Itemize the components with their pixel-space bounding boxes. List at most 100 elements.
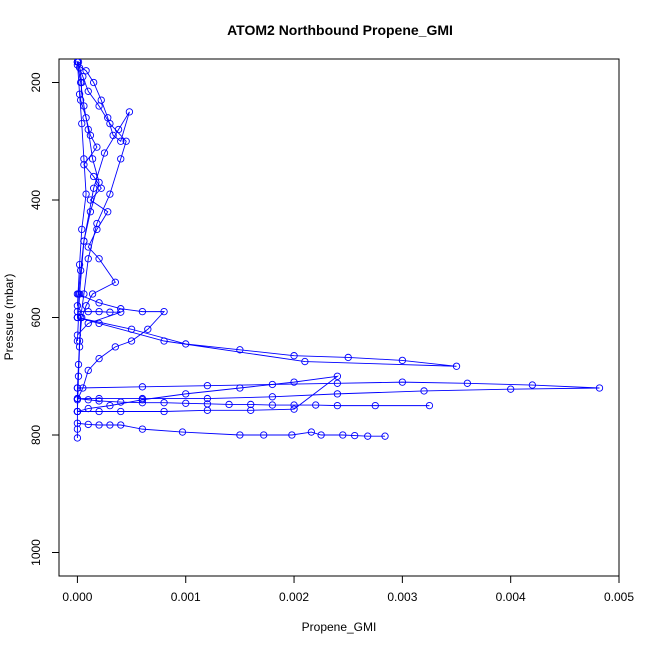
series-line-11 [76,61,100,318]
x-tick-label: 0.001 [171,590,201,604]
data-point [117,407,125,416]
data-point [344,353,352,362]
data-point [111,278,119,286]
data-point [73,313,82,322]
data-point [95,299,103,307]
data-point [104,208,112,216]
data-point [203,381,212,390]
y-axis-label: Pressure (mbar) [2,274,16,361]
data-point [178,428,187,436]
data-point [182,399,190,407]
data-point [73,331,82,339]
data-point [364,432,372,440]
data-point [84,404,92,413]
x-tick-label: 0.005 [604,590,634,604]
data-point [73,384,82,392]
data-point [82,114,90,122]
data-point [84,87,92,95]
data-point [307,428,316,436]
data-point [225,400,233,409]
data-point [84,125,92,134]
data-point [339,431,347,439]
data-point [73,337,82,345]
data-point [317,431,325,439]
data-point [463,379,472,387]
data-point [371,401,379,410]
data-point [104,114,112,122]
data-point [333,390,342,398]
data-point [138,396,147,404]
data-point [95,421,103,429]
data-point [78,119,86,128]
data-point [182,340,190,348]
data-point [117,137,125,145]
data-point [182,390,190,398]
data-point [84,396,92,404]
data-point [333,372,342,380]
data-point [78,225,86,234]
data-point [73,434,82,442]
data-point [333,379,342,387]
series-line-5 [77,317,457,367]
x-axis-label: Propene_GMI [302,620,377,634]
data-point [88,155,97,163]
data-point [80,155,88,163]
data-point [93,219,101,228]
y-tick-label: 600 [29,307,43,327]
data-point [106,190,114,198]
data-point [290,352,298,360]
data-point [109,131,117,140]
data-point [247,406,255,414]
data-point [381,432,389,440]
data-point [93,225,101,234]
data-point [452,362,461,370]
data-point [117,155,125,163]
data-point [111,343,119,351]
data-point [106,401,114,410]
data-point [95,397,103,405]
data-point [312,401,320,409]
data-point [203,394,212,403]
data-point [203,406,212,414]
series-line-9 [77,422,386,437]
data-point [122,137,130,145]
data-layer [73,59,604,442]
data-point [290,405,298,413]
data-point [290,378,298,386]
data-point [236,346,244,354]
data-point [290,401,298,409]
data-point [117,308,125,316]
series-line-6 [77,381,600,400]
y-tick-label: 1000 [29,539,43,566]
data-point [260,431,268,439]
series-line-8 [77,375,340,412]
series-line-12 [76,61,87,306]
data-point [268,393,277,401]
chart-title: ATOM2 Northbound Propene_GMI [227,22,453,38]
data-point [351,431,359,440]
data-point [125,108,134,116]
data-point [301,357,309,366]
data-point [288,431,296,439]
x-axis: 0.000 0.001 0.002 0.003 0.004 0.005 [62,575,634,604]
data-point [160,337,168,345]
data-point [114,125,123,134]
data-point [73,419,82,427]
data-point [73,407,82,416]
data-point [90,78,98,87]
data-point [84,366,92,375]
data-point [333,401,342,410]
data-point [106,308,114,316]
data-point [236,431,244,439]
data-point [88,290,97,298]
data-point [84,255,92,263]
x-tick-label: 0.004 [496,590,526,604]
data-point [82,190,90,198]
series-line-10 [77,311,121,336]
data-point [97,96,105,104]
data-point [86,208,95,216]
data-point [425,401,434,410]
data-point [84,420,92,429]
data-point [160,307,168,316]
